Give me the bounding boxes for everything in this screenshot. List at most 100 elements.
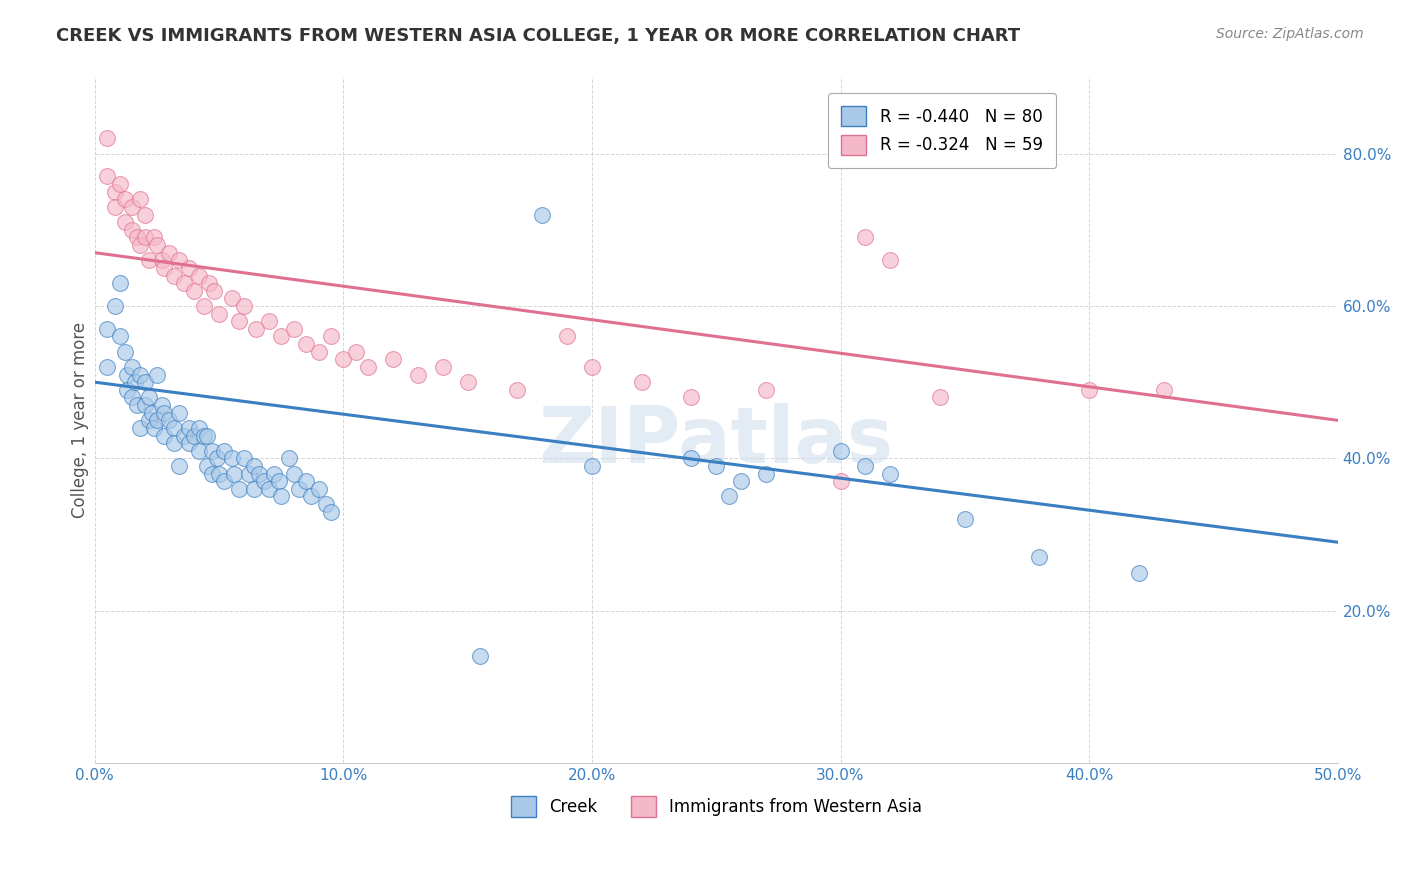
Point bbox=[134, 208, 156, 222]
Point bbox=[195, 458, 218, 473]
Point bbox=[221, 292, 243, 306]
Point bbox=[128, 238, 150, 252]
Point bbox=[124, 375, 146, 389]
Point bbox=[853, 458, 876, 473]
Point bbox=[134, 230, 156, 244]
Point bbox=[263, 467, 285, 481]
Point bbox=[283, 467, 305, 481]
Point bbox=[238, 467, 260, 481]
Point bbox=[188, 443, 211, 458]
Point bbox=[319, 505, 342, 519]
Point bbox=[179, 421, 201, 435]
Point bbox=[283, 322, 305, 336]
Point bbox=[146, 368, 169, 382]
Point bbox=[1078, 383, 1101, 397]
Point bbox=[755, 467, 778, 481]
Point bbox=[267, 475, 290, 489]
Point bbox=[183, 284, 205, 298]
Point bbox=[128, 368, 150, 382]
Point bbox=[153, 428, 176, 442]
Point bbox=[228, 314, 250, 328]
Point bbox=[153, 406, 176, 420]
Point bbox=[212, 443, 235, 458]
Point bbox=[195, 428, 218, 442]
Point bbox=[953, 512, 976, 526]
Text: Source: ZipAtlas.com: Source: ZipAtlas.com bbox=[1216, 27, 1364, 41]
Point bbox=[555, 329, 578, 343]
Point bbox=[163, 421, 186, 435]
Point bbox=[114, 192, 136, 206]
Point bbox=[104, 200, 127, 214]
Point bbox=[245, 322, 267, 336]
Point bbox=[406, 368, 429, 382]
Point bbox=[188, 421, 211, 435]
Point bbox=[108, 329, 131, 343]
Point bbox=[212, 475, 235, 489]
Point bbox=[115, 383, 138, 397]
Point bbox=[125, 230, 148, 244]
Point bbox=[299, 490, 322, 504]
Point bbox=[247, 467, 270, 481]
Point bbox=[146, 238, 169, 252]
Point bbox=[205, 451, 228, 466]
Point bbox=[332, 352, 354, 367]
Point bbox=[169, 253, 191, 268]
Point bbox=[830, 475, 852, 489]
Point bbox=[146, 413, 169, 427]
Point bbox=[222, 467, 245, 481]
Point bbox=[138, 391, 160, 405]
Point bbox=[138, 253, 160, 268]
Point bbox=[104, 185, 127, 199]
Point bbox=[457, 375, 479, 389]
Point bbox=[681, 391, 703, 405]
Point bbox=[270, 329, 292, 343]
Text: CREEK VS IMMIGRANTS FROM WESTERN ASIA COLLEGE, 1 YEAR OR MORE CORRELATION CHART: CREEK VS IMMIGRANTS FROM WESTERN ASIA CO… bbox=[56, 27, 1021, 45]
Point bbox=[121, 200, 143, 214]
Point bbox=[755, 383, 778, 397]
Point bbox=[202, 284, 225, 298]
Point bbox=[150, 253, 173, 268]
Point bbox=[163, 436, 186, 450]
Point bbox=[243, 482, 266, 496]
Legend: Creek, Immigrants from Western Asia: Creek, Immigrants from Western Asia bbox=[503, 789, 928, 823]
Point bbox=[681, 451, 703, 466]
Point bbox=[96, 131, 118, 145]
Point bbox=[1128, 566, 1150, 580]
Point bbox=[104, 299, 127, 313]
Point bbox=[201, 467, 224, 481]
Point bbox=[201, 443, 224, 458]
Point bbox=[173, 276, 195, 290]
Point bbox=[169, 458, 191, 473]
Point bbox=[134, 398, 156, 412]
Point bbox=[531, 208, 554, 222]
Point bbox=[830, 443, 852, 458]
Point bbox=[96, 169, 118, 184]
Point bbox=[150, 398, 173, 412]
Point bbox=[730, 475, 752, 489]
Point bbox=[929, 391, 952, 405]
Point bbox=[138, 413, 160, 427]
Point bbox=[96, 359, 118, 374]
Point bbox=[221, 451, 243, 466]
Point bbox=[169, 406, 191, 420]
Point bbox=[506, 383, 529, 397]
Point bbox=[319, 329, 342, 343]
Point bbox=[581, 458, 603, 473]
Point bbox=[344, 344, 367, 359]
Point bbox=[121, 223, 143, 237]
Point bbox=[141, 406, 163, 420]
Point bbox=[232, 299, 254, 313]
Point bbox=[198, 276, 221, 290]
Point bbox=[208, 467, 231, 481]
Point bbox=[308, 482, 330, 496]
Point bbox=[879, 467, 901, 481]
Point bbox=[134, 375, 156, 389]
Point bbox=[157, 245, 180, 260]
Point bbox=[179, 436, 201, 450]
Point bbox=[143, 230, 166, 244]
Point bbox=[382, 352, 405, 367]
Point bbox=[704, 458, 727, 473]
Point bbox=[108, 276, 131, 290]
Point bbox=[114, 215, 136, 229]
Point bbox=[295, 475, 318, 489]
